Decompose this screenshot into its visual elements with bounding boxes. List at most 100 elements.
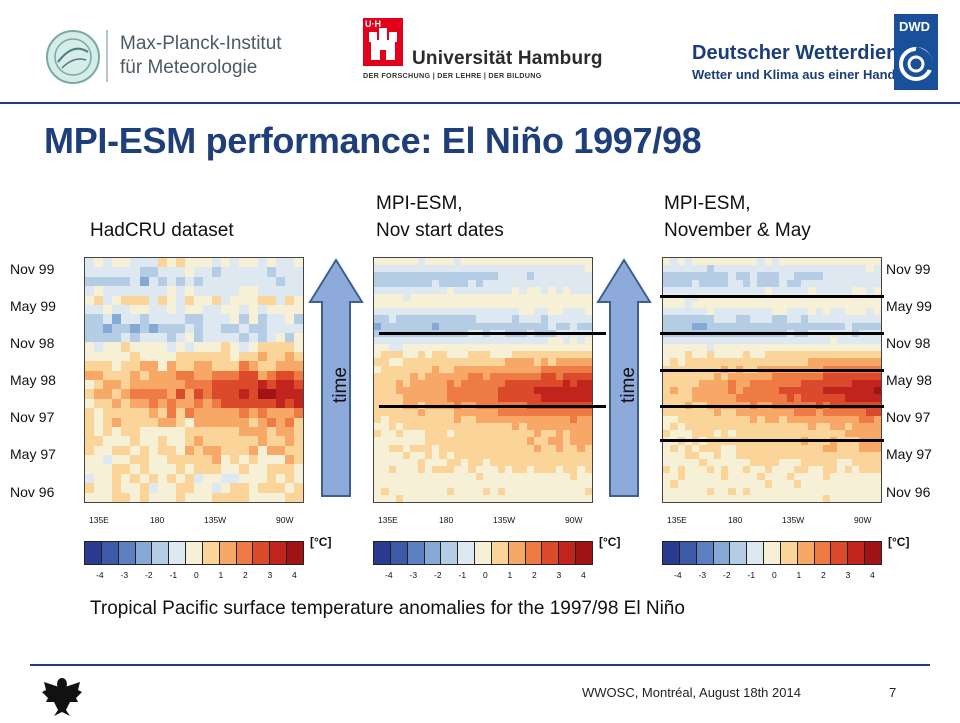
x-tick-label: 135W <box>204 515 227 525</box>
heatmap-cell <box>130 304 141 315</box>
heatmap-cell <box>446 286 455 295</box>
heatmap-cell <box>275 483 286 494</box>
heatmap-cell <box>221 483 231 494</box>
heatmap-cell <box>519 415 528 424</box>
panel-title-hadcru-line2: HadCRU dataset <box>90 220 234 241</box>
heatmap-cell <box>548 408 557 417</box>
heatmap-cell <box>801 387 809 395</box>
heatmap-cell <box>166 258 177 268</box>
heatmap-cell <box>533 351 542 360</box>
heatmap-cell <box>779 336 788 345</box>
panel-title-nov-start-line1: MPI-ESM, <box>376 193 463 214</box>
heatmap-cell <box>699 473 708 482</box>
heatmap-cell <box>562 430 571 438</box>
heatmap-cell <box>670 466 679 474</box>
heatmap-cell <box>248 342 259 353</box>
heatmap-cell <box>461 380 470 388</box>
heatmap-cell <box>742 380 751 388</box>
heatmap-cell <box>381 430 390 438</box>
heatmap-cell <box>432 308 440 316</box>
heatmap-cell <box>844 301 853 309</box>
heatmap-cell <box>663 480 671 489</box>
heatmap-cell <box>541 387 549 395</box>
heatmap-cell <box>284 426 295 437</box>
heatmap-cell <box>239 426 250 437</box>
heatmap-cell <box>424 480 433 489</box>
heatmap-cell <box>475 480 484 489</box>
heatmap-cell <box>103 492 113 502</box>
heatmap-cell <box>275 267 286 278</box>
heatmap-cell <box>230 370 240 381</box>
heatmap-cell <box>275 351 286 362</box>
heatmap-cell <box>121 361 131 372</box>
heatmap-cell <box>121 342 131 353</box>
heatmap-cell <box>395 387 404 395</box>
heatmap-cell <box>570 394 579 403</box>
heatmap-cell <box>735 265 744 273</box>
heatmap-cell <box>757 494 766 502</box>
heatmap-cell <box>284 398 295 409</box>
heatmap-cell <box>519 272 528 281</box>
heatmap-cell <box>103 398 113 409</box>
heatmap-cell <box>230 492 240 502</box>
heatmap-cell <box>764 458 773 467</box>
heatmap-cell <box>424 372 433 381</box>
heatmap-cell <box>692 351 700 360</box>
heatmap-cell <box>684 444 693 453</box>
heatmap-cell <box>194 304 204 315</box>
heatmap-cell <box>275 304 286 315</box>
heatmap-cell <box>742 279 751 288</box>
heatmap-cell <box>801 408 809 417</box>
heatmap-cell <box>728 451 737 460</box>
heatmap-cell <box>275 492 286 502</box>
heatmap-cell <box>772 466 780 474</box>
heatmap-cell <box>793 423 802 431</box>
heatmap-cell <box>475 293 484 302</box>
heatmap-cell <box>504 372 513 381</box>
heatmap-cell <box>490 293 499 302</box>
heatmap-cell <box>293 380 303 390</box>
heatmap-cell <box>541 301 549 309</box>
heatmap-cell <box>728 408 737 417</box>
heatmap-cell <box>519 293 528 302</box>
heatmap-cell <box>735 322 744 331</box>
heatmap-cell <box>475 315 484 324</box>
heatmap-cell <box>728 387 737 395</box>
heatmap-cell <box>85 295 95 306</box>
heatmap-cell <box>808 387 817 395</box>
heatmap-cell <box>570 437 579 446</box>
heatmap-cell <box>555 272 564 281</box>
heatmap-cell <box>526 308 535 316</box>
heatmap-cell <box>374 473 382 482</box>
heatmap-cell <box>721 351 729 360</box>
heatmap-cell <box>212 492 222 502</box>
heatmap-cell <box>483 279 491 288</box>
heatmap-cell <box>85 258 95 268</box>
dwd-slogan: Wetter und Klima aus einer Hand <box>692 67 896 82</box>
heatmap-cell <box>175 380 186 390</box>
heatmap-cell <box>157 295 168 306</box>
heatmap-cell <box>475 358 484 367</box>
heatmap-cell <box>203 398 213 409</box>
heatmap-cell <box>439 473 448 482</box>
heatmap-cell <box>374 423 382 431</box>
heatmap-cell <box>512 351 520 360</box>
heatmap-cell <box>844 451 853 460</box>
heatmap-cell <box>194 323 204 334</box>
heatmap-cell <box>139 473 150 484</box>
heatmap-cell <box>139 389 150 400</box>
heatmap-cell <box>844 315 853 324</box>
heatmap-cell <box>541 315 549 324</box>
heatmap-cell <box>663 272 671 281</box>
heatmap-cell <box>85 483 95 494</box>
heatmap-cell <box>275 286 286 297</box>
heatmap-cell <box>468 344 477 352</box>
heatmap-cell <box>699 487 708 496</box>
heatmap-cell <box>194 333 204 344</box>
heatmap-cell <box>779 279 788 288</box>
heatmap-cell <box>453 494 462 502</box>
heatmap-cell <box>121 398 131 409</box>
heatmap-cell <box>801 380 809 388</box>
heatmap-cell <box>374 480 382 489</box>
heatmap-cell <box>504 315 513 324</box>
